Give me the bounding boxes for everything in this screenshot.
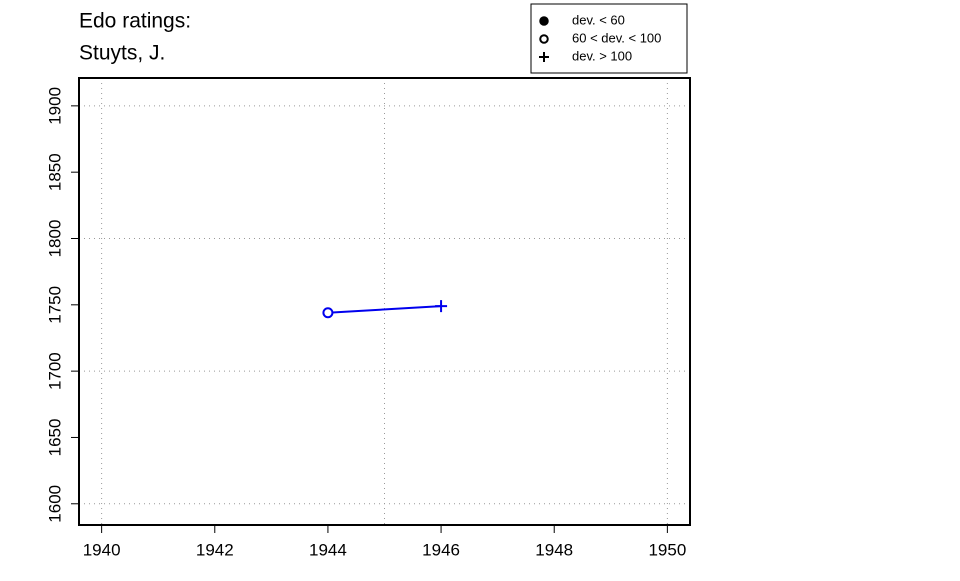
x-tick-label: 1948: [535, 540, 573, 559]
line: [327, 305, 442, 314]
y-tick-label: 1700: [45, 352, 64, 390]
legend-label: dev. > 100: [572, 48, 632, 63]
chart-title: Edo ratings:: [79, 10, 191, 33]
x-tick-label: 1942: [196, 540, 234, 559]
marker-open-circle: [539, 34, 549, 44]
legend-box: [530, 3, 688, 74]
marker-open-circle: [322, 307, 334, 319]
y-tick-label: 1750: [45, 286, 64, 324]
x-tick-label: 1946: [422, 540, 460, 559]
marker-filled-circle: [539, 16, 549, 26]
legend-label: dev. < 60: [572, 12, 625, 27]
y-tick-label: 1650: [45, 419, 64, 457]
x-tick-label: 1950: [648, 540, 686, 559]
y-tick-label: 1850: [45, 153, 64, 191]
x-tick-label: 1944: [309, 540, 347, 559]
marker-plus: [435, 300, 448, 313]
legend-label: 60 < dev. < 100: [572, 30, 661, 45]
y-tick-label: 1800: [45, 220, 64, 258]
plot-frame: [78, 77, 691, 526]
x-tick-label: 1940: [83, 540, 121, 559]
y-tick-label: 1900: [45, 87, 64, 125]
marker-plus: [539, 52, 549, 62]
chart-subtitle: Stuyts, J.: [79, 42, 165, 65]
y-tick-label: 1600: [45, 485, 64, 523]
